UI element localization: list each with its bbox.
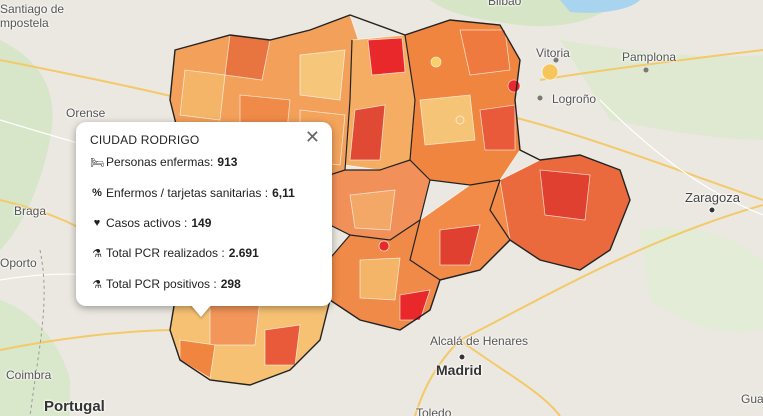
place-label-coimbra: Coimbra (6, 368, 52, 382)
bed-icon: 🛏 (90, 156, 104, 169)
row-label: Casos activos : (106, 216, 188, 230)
close-icon[interactable]: ✕ (304, 127, 320, 147)
info-popup: CIUDAD RODRIGO ✕ 🛏 Personas enfermas: 91… (76, 122, 332, 306)
place-label-vitoria: Vitoria (536, 46, 570, 60)
place-label-toledo: Toledo (416, 406, 452, 416)
place-label-orense: Orense (66, 106, 106, 120)
row-value: 298 (220, 277, 241, 291)
place-label-alcala: Alcalá de Henares (430, 334, 529, 348)
place-label-guadalajara: Gua (741, 392, 763, 406)
place-label-portugal: Portugal (44, 398, 105, 415)
row-value: 6,11 (272, 186, 295, 200)
popup-row-pcr-realizados: ⚗ Total PCR realizados : 2.691 (90, 246, 259, 260)
place-label-pamplona: Pamplona (622, 50, 677, 64)
place-label-oporto: Oporto (0, 256, 37, 270)
place-label-zaragoza: Zaragoza (685, 190, 740, 205)
flask-icon: ⚗ (92, 247, 102, 260)
popup-pointer (190, 304, 212, 317)
place-label-logrono: Logroño (552, 92, 597, 106)
row-value: 2.691 (228, 246, 259, 260)
row-label: Personas enfermas: (106, 155, 214, 169)
row-value: 149 (191, 216, 212, 230)
place-label-madrid: Madrid (436, 362, 482, 378)
row-value: 913 (217, 155, 238, 169)
place-label-bilbao: Bilbao (488, 0, 522, 8)
percent-icon: % (92, 187, 102, 199)
popup-row-tarjetas: % Enfermos / tarjetas sanitarias : 6,11 (90, 186, 295, 200)
place-label-compostela: mpostela (0, 16, 49, 30)
row-label: Total PCR realizados : (106, 246, 225, 260)
popup-row-pcr-positivos: ⚗ Total PCR positivos : 298 (90, 277, 241, 291)
row-label: Total PCR positivos : (106, 277, 217, 291)
heartbeat-icon: ♥ (93, 217, 101, 229)
popup-row-enfermos: 🛏 Personas enfermas: 913 (90, 155, 237, 169)
place-label-braga: Braga (14, 204, 47, 218)
place-label-santiago: Santiago de (0, 2, 65, 16)
popup-row-activos: ♥ Casos activos : 149 (90, 216, 212, 230)
flask-icon: ⚗ (92, 278, 102, 291)
row-label: Enfermos / tarjetas sanitarias : (106, 186, 269, 200)
popup-title: CIUDAD RODRIGO (90, 133, 200, 147)
